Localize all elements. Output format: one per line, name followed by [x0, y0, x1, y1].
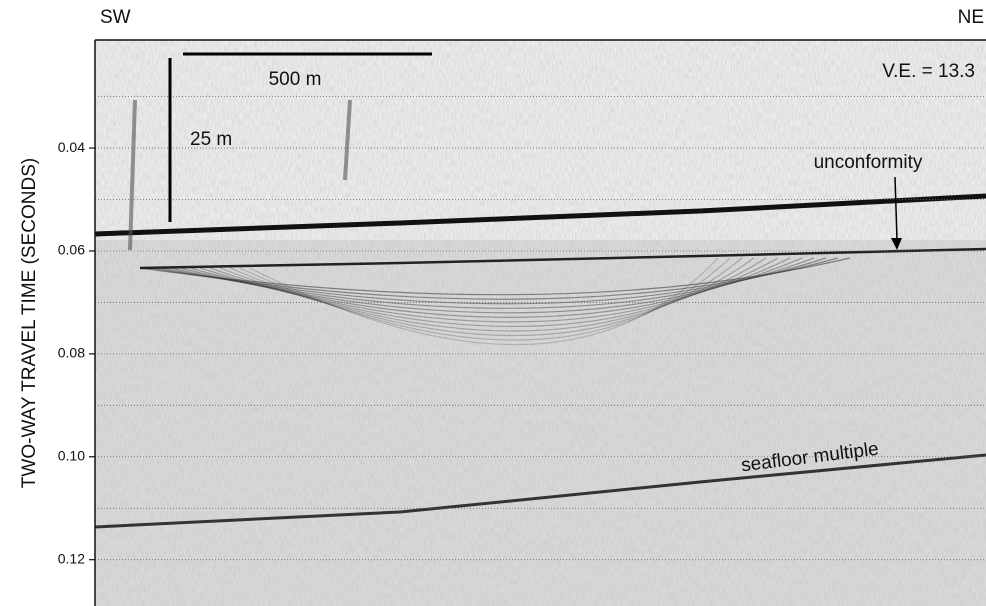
y-tick-label: 0.04: [58, 139, 85, 155]
chart: SW NE V.E. = 13.3 500 m 25 m unconformit…: [0, 0, 986, 606]
y-tick-label: 0.10: [58, 447, 85, 463]
ne-label: NE: [958, 7, 984, 28]
y-axis-label: TWO-WAY TRAVEL TIME (SECONDS): [19, 158, 40, 488]
y-tick-label: 0.08: [58, 345, 85, 361]
y-tick-label: 0.06: [58, 242, 85, 258]
seismic-profile: [95, 40, 986, 606]
sw-label: SW: [100, 7, 131, 28]
horizontal-scale-label: 500 m: [269, 69, 322, 90]
ve-label: V.E. = 13.3: [882, 61, 975, 82]
vertical-scale-label: 25 m: [190, 129, 232, 150]
y-tick-label: 0.12: [58, 550, 85, 566]
unconformity-label: unconformity: [814, 152, 923, 173]
